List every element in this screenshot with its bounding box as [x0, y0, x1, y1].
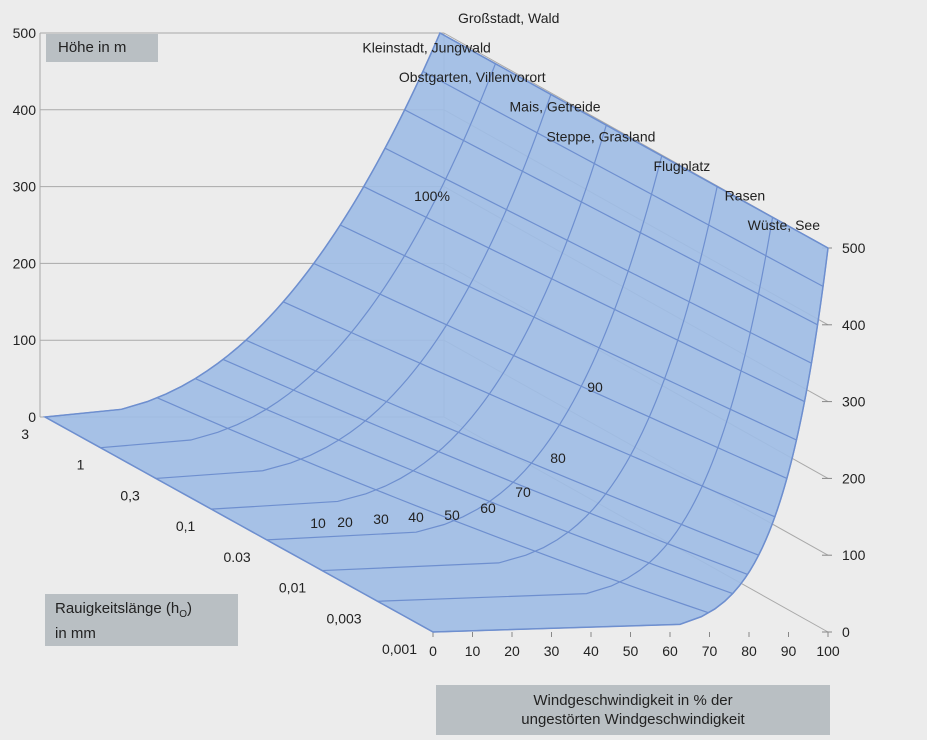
height-tick-right-5: 500: [842, 240, 866, 256]
wind-tick-2: 20: [504, 643, 520, 659]
surface-contours: [44, 32, 829, 633]
surface-label-6: 70: [515, 484, 531, 500]
wind-tick-1: 10: [465, 643, 481, 659]
roughness-tick-7: 0,001: [382, 641, 417, 657]
wind-surface: [42, 31, 829, 633]
roughness-tick-6: 0,003: [327, 610, 362, 626]
roughness-contour-3: [211, 124, 607, 510]
surface-label-4: 50: [444, 507, 460, 523]
roughness-tick-1: 1: [77, 457, 85, 473]
roughness-contour-7: [432, 247, 829, 633]
wind-tick-9: 90: [781, 643, 797, 659]
roughness-axis-label-line2: in mm: [55, 625, 96, 642]
height-tick-right-1: 100: [842, 547, 866, 563]
height-axis-label-text: Höhe in m: [58, 39, 127, 56]
height-tick-right-4: 400: [842, 317, 866, 333]
roughness-contour-6: [377, 217, 774, 602]
terrain-class-3: Mais, Getreide: [510, 99, 601, 115]
terrain-class-4: Steppe, Grasland: [546, 128, 655, 144]
height-contour-3: [222, 358, 748, 575]
wind-tick-10: 100: [816, 643, 840, 659]
terrain-class-0: Großstadt, Wald: [458, 10, 559, 26]
height-contour-6: [313, 262, 788, 479]
height-tick-left-3: 300: [13, 179, 37, 195]
surface-label-0: 10: [310, 515, 326, 531]
height-axis-label: Höhe in m: [46, 34, 158, 62]
height-contour-10: [404, 109, 818, 326]
wind-tick-0: 0: [429, 643, 437, 659]
height-contour-1: [157, 397, 709, 614]
roughness-contour-1: [100, 63, 496, 449]
surface-label-2: 30: [373, 511, 389, 527]
height-tick-left-2: 200: [13, 255, 37, 271]
surface-label-7: 80: [550, 450, 566, 466]
height-tick-left-1: 100: [13, 332, 37, 348]
wind-tick-7: 70: [702, 643, 718, 659]
wind-tick-3: 30: [544, 643, 560, 659]
surface-label-3: 40: [408, 509, 424, 525]
wind-axis-label-line1: Windgeschwindigkeit in % der: [533, 692, 733, 709]
wind-tick-6: 60: [662, 643, 678, 659]
roughness-tick-0: 3: [21, 426, 29, 442]
terrain-class-6: Rasen: [725, 187, 765, 203]
height-contour-9: [384, 147, 812, 364]
surface-label-5: 60: [480, 500, 496, 516]
height-contour-5: [282, 301, 776, 518]
surface-label-8: 90: [587, 379, 603, 395]
wind-axis-label: Windgeschwindigkeit in % der ungestörten…: [436, 685, 830, 735]
roughness-tick-4: 0.03: [223, 549, 250, 565]
height-contour-2: [194, 378, 733, 595]
roughness-tick-2: 0,3: [120, 487, 140, 503]
wind-axis-label-line2: ungestörten Windgeschwindigkeit: [521, 711, 745, 728]
roughness-contour-0: [44, 32, 441, 418]
surface-label-1: 20: [337, 514, 353, 530]
terrain-class-7: Wüste, See: [748, 217, 821, 233]
height-contour-4: [245, 339, 759, 556]
wind-tick-8: 80: [741, 643, 757, 659]
terrain-class-1: Kleinstadt, Jungwald: [362, 40, 490, 56]
surface-body: [42, 31, 829, 633]
surface-label-9: 100%: [414, 188, 450, 204]
roughness-tick-3: 0,1: [176, 518, 196, 534]
roughness-contour-5: [322, 186, 718, 572]
wind-tick-5: 50: [623, 643, 639, 659]
height-contour-7: [339, 224, 797, 441]
height-tick-left-5: 500: [13, 25, 37, 41]
height-tick-right-2: 200: [842, 470, 866, 486]
terrain-class-2: Obstgarten, Villenvorort: [399, 69, 546, 85]
terrain-class-5: Flugplatz: [653, 158, 710, 174]
height-tick-right-3: 300: [842, 394, 866, 410]
height-contour-0: [44, 416, 434, 633]
height-contour-11: [422, 70, 824, 287]
roughness-axis-label-line1: Rauigkeitslänge (hO): [55, 600, 193, 620]
roughness-tick-5: 0,01: [279, 580, 306, 596]
roughness-contour-2: [155, 94, 552, 480]
height-tick-left-4: 400: [13, 102, 37, 118]
height-tick-left-0: 0: [28, 409, 36, 425]
height-contour-8: [363, 186, 805, 403]
roughness-contour-4: [266, 155, 663, 541]
height-tick-right-0: 0: [842, 624, 850, 640]
height-contour-12: [439, 32, 829, 249]
wind-tick-4: 40: [583, 643, 599, 659]
roughness-axis-label: Rauigkeitslänge (hO) in mm: [45, 594, 238, 646]
